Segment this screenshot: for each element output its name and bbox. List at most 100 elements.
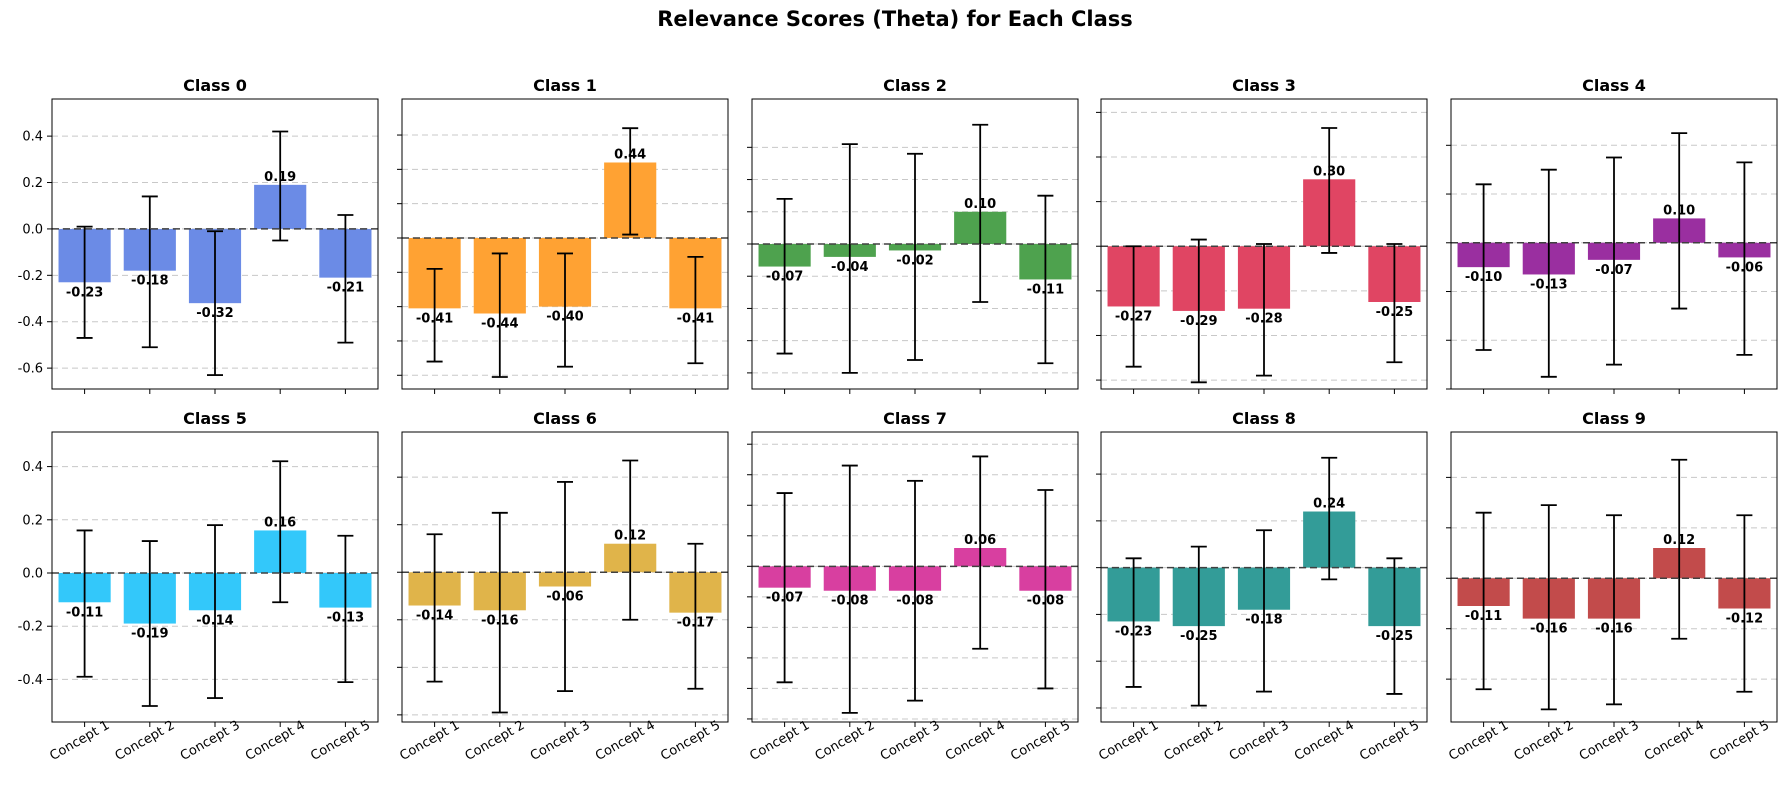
error-bar-concept-3: [1256, 243, 1272, 377]
value-label: -0.06: [1726, 260, 1763, 275]
x-tick-label: Concept 3: [178, 718, 243, 764]
error-bar-concept-1: [426, 533, 443, 683]
value-label: -0.07: [1595, 263, 1632, 278]
value-label: 0.24: [1313, 497, 1345, 512]
panel-class-4: Class 4 -0.10 -0.13 -0.07 0.10 -0.06: [1446, 76, 1778, 394]
panel-class-7: Class 7 -0.07 -0.08 -0.08 0.06 -0.08 Concept 1…: [747, 409, 1079, 764]
panel-title: Class 8: [1232, 409, 1296, 428]
error-bar-concept-3: [907, 479, 923, 702]
panel-class-6: Class 6 -0.14 -0.16 -0.06 0.12 -0.17 Concept 1…: [397, 409, 729, 764]
value-label: 0.19: [264, 170, 296, 185]
panel-title: Class 3: [1232, 76, 1296, 95]
value-label: 0.10: [1663, 203, 1695, 218]
error-bar-concept-1: [1125, 245, 1142, 368]
error-bar-concept-3: [207, 230, 223, 376]
panel-class-0: Class 0 0.4 0.2 0.0 -0.2 -0.4 -0.6 -0.23 -0.18 -0…: [18, 76, 379, 394]
x-tick-label: Concept 4: [243, 718, 308, 764]
value-label: -0.18: [131, 274, 168, 289]
x-tick-label: Concept 3: [878, 718, 943, 764]
error-bar-concept-2: [1540, 504, 1557, 711]
error-bar-concept-2: [841, 464, 858, 714]
error-bar-concept-3: [207, 524, 223, 699]
value-label: -0.41: [416, 311, 453, 326]
value-label: 0.30: [1313, 164, 1345, 179]
value-label: 0.06: [964, 533, 996, 548]
error-bar-concept-2: [841, 143, 858, 374]
error-bar-concept-4: [622, 459, 639, 621]
error-bar-concept-5: [1736, 514, 1753, 693]
panel-class-5: Class 5 0.4 0.2 0.0 -0.2 -0.4 -0.11 -0.19 -0.14 0…: [18, 409, 379, 764]
error-bar-concept-1: [776, 197, 793, 355]
value-label: -0.40: [546, 310, 583, 325]
error-bar-concept-5: [1037, 489, 1054, 690]
error-bar-concept-2: [491, 511, 508, 714]
value-label: -0.10: [1465, 270, 1502, 285]
panel-class-8: Class 8 -0.23 -0.25 -0.18 0.24 -0.25 Concept 1…: [1096, 409, 1428, 764]
error-bar-concept-4: [1671, 132, 1688, 310]
error-bar-concept-1: [1125, 557, 1142, 688]
x-tick-label: Concept 5: [1357, 718, 1422, 764]
value-label: -0.08: [831, 594, 868, 609]
error-bar-concept-5: [687, 542, 704, 690]
x-tick-label: Concept 1: [47, 718, 112, 764]
value-label: -0.44: [481, 316, 518, 331]
x-tick-label: Concept 1: [397, 718, 462, 764]
x-tick-label: Concept 2: [113, 718, 178, 764]
error-bar-concept-3: [907, 152, 923, 361]
panel-title: Class 4: [1582, 76, 1646, 95]
error-bar-concept-3: [1606, 514, 1622, 706]
error-bar-concept-3: [1256, 529, 1272, 693]
value-label: -0.13: [327, 611, 364, 626]
y-tick-label: 0.2: [22, 513, 43, 528]
error-bar-concept-3: [557, 481, 573, 692]
x-tick-label: Concept 5: [658, 718, 723, 764]
error-bar-concept-2: [1190, 238, 1207, 384]
error-bar-concept-3: [1606, 156, 1622, 366]
error-bar-concept-5: [1386, 557, 1403, 695]
x-tick-label: Concept 2: [463, 718, 528, 764]
error-bar-concept-2: [491, 252, 508, 378]
error-bar-concept-3: [557, 252, 573, 368]
value-label: -0.14: [416, 609, 453, 624]
value-label: -0.14: [196, 613, 233, 628]
figure-title: Relevance Scores (Theta) for Each Class: [657, 7, 1133, 31]
error-bar-concept-5: [337, 534, 354, 683]
value-label: 0.12: [1663, 533, 1695, 548]
y-tick-label: 0.4: [22, 460, 43, 475]
x-tick-label: Concept 4: [1642, 718, 1707, 764]
error-bar-concept-4: [1321, 127, 1338, 254]
x-tick-label: Concept 5: [1707, 718, 1772, 764]
x-tick-label: Concept 4: [943, 718, 1008, 764]
value-label: -0.13: [1530, 277, 1567, 292]
panel-class-3: Class 3 -0.27 -0.29 -0.28 0.30 -0.25: [1096, 76, 1428, 394]
x-tick-label: Concept 2: [1162, 718, 1227, 764]
value-label: -0.08: [1027, 594, 1064, 609]
panel-class-1: Class 1 -0.41 -0.44 -0.40 0.44 -0.41: [397, 76, 729, 394]
error-bar-concept-2: [1190, 545, 1207, 707]
x-tick-label: Concept 1: [1446, 718, 1511, 764]
error-bar-concept-1: [426, 267, 443, 363]
error-bar-concept-1: [776, 492, 793, 684]
panel-title: Class 7: [883, 409, 947, 428]
error-bar-concept-5: [1037, 194, 1054, 365]
error-bar-concept-4: [972, 123, 989, 303]
value-label: -0.11: [1465, 609, 1502, 624]
value-label: -0.06: [546, 590, 583, 605]
error-bar-concept-1: [1475, 511, 1492, 691]
value-label: -0.41: [677, 311, 714, 326]
error-bar-concept-2: [1540, 168, 1557, 378]
x-tick-label: Concept 1: [1096, 718, 1161, 764]
value-label: -0.18: [1245, 613, 1282, 628]
value-label: -0.11: [66, 605, 103, 620]
x-tick-label: Concept 5: [1008, 718, 1073, 764]
value-label: 0.12: [614, 529, 646, 544]
value-label: -0.02: [896, 253, 933, 268]
value-label: 0.10: [964, 197, 996, 212]
value-label: -0.16: [481, 613, 518, 628]
panel-title: Class 2: [883, 76, 947, 95]
panel-title: Class 1: [533, 76, 597, 95]
value-label: -0.19: [131, 627, 168, 642]
error-bar-concept-4: [1671, 458, 1688, 640]
x-tick-label: Concept 3: [528, 718, 593, 764]
